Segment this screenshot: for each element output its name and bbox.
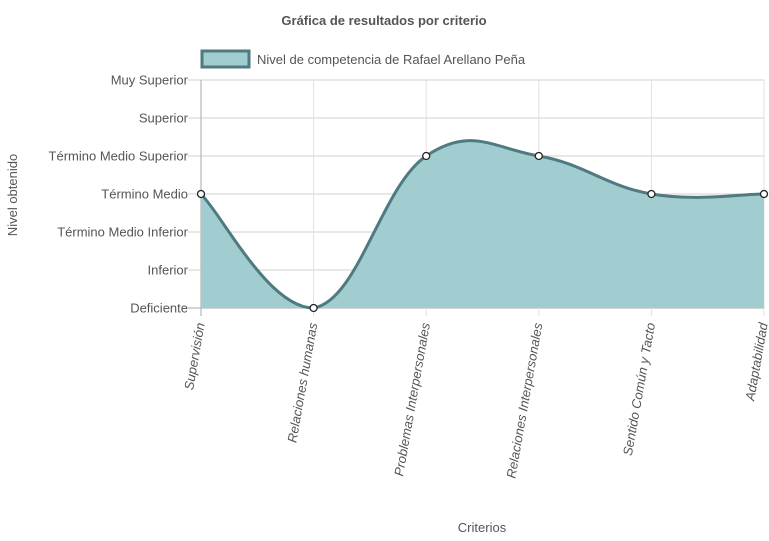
legend-label: Nivel de competencia de Rafael Arellano … (257, 52, 526, 67)
data-point[interactable] (759, 189, 769, 199)
legend[interactable]: Nivel de competencia de Rafael Arellano … (200, 49, 526, 69)
points-layer (196, 151, 769, 313)
area-layer (199, 139, 765, 310)
x-tick-label: Sentido Común y Tacto (620, 322, 658, 457)
y-axis-ticks: Deficiente Inferior Término Medio Inferior… (49, 73, 189, 316)
x-tick-label: Adaptabilidad (742, 321, 769, 403)
x-tick-label: Relaciones humanas (284, 321, 320, 444)
y-tick-label: Término Medio Superior (49, 149, 189, 164)
y-tick-label: Término Medio (101, 187, 188, 202)
series-area (201, 140, 764, 308)
y-tick-label: Inferior (148, 263, 189, 278)
x-tick-label: Relaciones Interpersonales (503, 321, 545, 479)
x-tick-label: Problemas Interpersonales (391, 321, 433, 477)
data-point[interactable] (309, 303, 318, 313)
x-axis-title: Criterios (458, 520, 507, 535)
y-tick-label: Superior (139, 111, 189, 126)
data-point[interactable] (647, 189, 656, 199)
y-tick-label: Deficiente (130, 301, 188, 316)
x-axis-ticks: Supervisión Relaciones humanas Problemas I… (181, 321, 769, 480)
legend-swatch (200, 49, 251, 69)
y-axis-title: Nivel obtenido (5, 154, 20, 236)
chart-title: Gráfica de resultados por criterio (281, 13, 486, 28)
data-point[interactable] (196, 189, 206, 199)
y-tick-label: Muy Superior (111, 73, 189, 88)
y-tick-label: Término Medio Inferior (57, 225, 188, 240)
data-point[interactable] (534, 151, 543, 161)
x-tick-label: Supervisión (181, 322, 208, 392)
data-point[interactable] (422, 151, 431, 161)
